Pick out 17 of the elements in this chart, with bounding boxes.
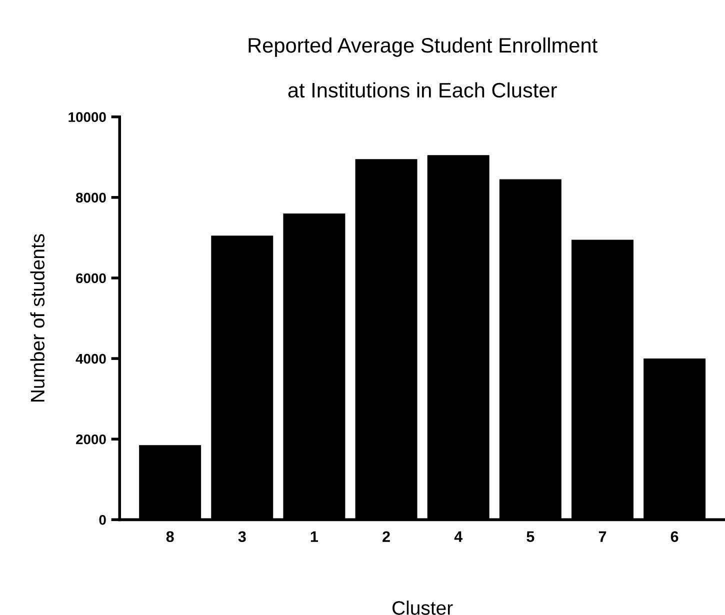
x-tick-label: 8	[166, 531, 174, 542]
y-tick-label: 4000	[76, 354, 106, 364]
x-tick-label: 6	[670, 531, 678, 542]
y-tick-label: 2000	[76, 434, 106, 444]
x-tick-label: 4	[454, 531, 463, 542]
x-tick-label: 2	[382, 531, 390, 542]
y-tick-label: 0	[99, 515, 106, 525]
x-tick-label: 7	[598, 531, 606, 542]
y-tick-label: 6000	[76, 273, 106, 284]
y-tick-label: 8000	[76, 192, 106, 203]
y-axis-title: Number of students	[30, 234, 45, 402]
x-tick-label: 5	[526, 531, 534, 542]
x-axis-title: Cluster	[392, 600, 453, 615]
x-tick-label: 3	[238, 531, 246, 542]
chart-title: Reported Average Student Enrollment at Institutions in Each Cluster	[248, 37, 598, 98]
y-tick-label: 10000	[68, 112, 106, 122]
x-tick-label: 1	[310, 531, 318, 542]
